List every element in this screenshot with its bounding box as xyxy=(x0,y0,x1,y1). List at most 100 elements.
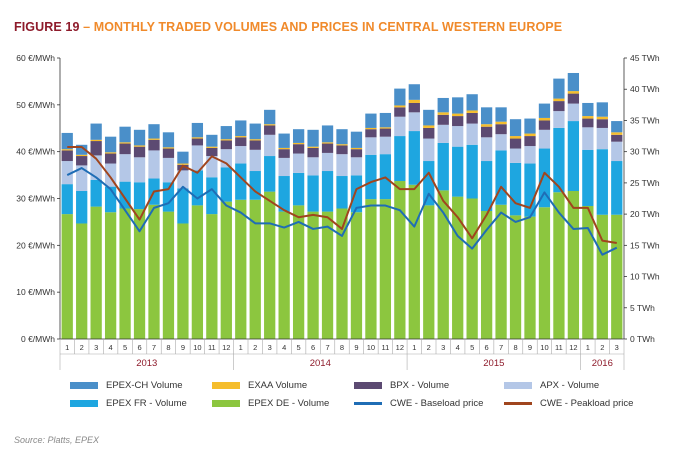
left-tick-label-5: 50 €/MWh xyxy=(16,100,55,110)
legend-item-apx-volume: APX - Volume xyxy=(504,380,599,391)
bar-epex-fr-volume-3 xyxy=(104,186,117,213)
bar-epex-de-volume-26 xyxy=(437,190,449,339)
bar-epex-ch-volume-20 xyxy=(350,131,363,148)
bar-bpx-volume-34 xyxy=(553,101,565,112)
month-label-34: 11 xyxy=(555,343,563,352)
bar-bpx-volume-26 xyxy=(437,114,449,125)
bar-bpx-volume-11 xyxy=(220,140,232,150)
year-label-2014: 2014 xyxy=(310,358,331,369)
bar-epex-de-volume-33 xyxy=(538,207,551,339)
bar-epex-de-volume-1 xyxy=(76,223,88,339)
bar-epex-ch-volume-13 xyxy=(249,123,261,140)
right-tick-label-9: 45 TWh xyxy=(630,53,660,63)
bar-epex-fr-volume-27 xyxy=(452,146,464,197)
bar-apx-volume-30 xyxy=(495,134,507,151)
bar-epex-fr-volume-31 xyxy=(509,162,522,216)
bar-epex-ch-volume-7 xyxy=(162,132,175,148)
bar-apx-volume-14 xyxy=(264,134,276,157)
bar-epex-ch-volume-22 xyxy=(379,112,392,128)
bar-epex-fr-volume-18 xyxy=(321,171,334,212)
bar-epex-fr-volume-19 xyxy=(336,176,348,209)
bar-bpx-volume-12 xyxy=(235,137,247,147)
bar-epex-de-volume-9 xyxy=(191,205,204,339)
right-tick-label-5: 25 TWh xyxy=(630,178,660,188)
bar-epex-ch-volume-35 xyxy=(567,72,580,92)
bar-epex-ch-volume-29 xyxy=(480,107,493,125)
bar-epex-fr-volume-10 xyxy=(206,177,218,215)
bar-exaa-volume-12 xyxy=(235,136,247,138)
bar-apx-volume-10 xyxy=(206,156,218,178)
bar-bpx-volume-10 xyxy=(206,147,218,157)
legend-label: CWE - Baseload price xyxy=(390,398,484,409)
month-label-11: 12 xyxy=(222,343,230,352)
bar-apx-volume-32 xyxy=(524,146,536,164)
bar-epex-de-volume-20 xyxy=(350,212,363,339)
month-label-18: 7 xyxy=(325,343,329,352)
bar-bpx-volume-7 xyxy=(162,148,175,158)
bar-apx-volume-16 xyxy=(292,153,305,173)
right-tick-label-1: 5 TWh xyxy=(630,303,655,313)
bar-exaa-volume-3 xyxy=(104,152,117,154)
bar-apx-volume-36 xyxy=(582,127,594,150)
bar-epex-fr-volume-20 xyxy=(350,175,363,213)
bar-exaa-volume-10 xyxy=(206,146,218,148)
bar-epex-fr-volume-5 xyxy=(133,182,146,210)
bar-bpx-volume-6 xyxy=(148,139,160,151)
bar-exaa-volume-36 xyxy=(582,116,594,119)
bar-bpx-volume-2 xyxy=(90,141,102,156)
bar-bpx-volume-9 xyxy=(191,138,204,146)
bar-apx-volume-22 xyxy=(379,136,392,155)
bar-exaa-volume-7 xyxy=(162,147,175,149)
bar-epex-fr-volume-25 xyxy=(423,161,435,206)
month-label-9: 10 xyxy=(193,343,201,352)
bar-epex-fr-volume-2 xyxy=(90,179,102,207)
chart-title: FIGURE 19 – MONTHLY TRADED VOLUMES AND P… xyxy=(14,20,562,34)
legend-label: APX - Volume xyxy=(540,380,600,391)
bar-epex-ch-volume-24 xyxy=(408,84,420,100)
bar-epex-de-volume-13 xyxy=(249,199,261,339)
legend-item-cwe-baseload-price: CWE - Baseload price xyxy=(354,398,483,409)
bar-epex-de-volume-17 xyxy=(307,211,319,339)
bar-exaa-volume-9 xyxy=(191,137,204,139)
bar-exaa-volume-18 xyxy=(321,142,334,144)
month-label-28: 5 xyxy=(470,343,474,352)
year-label-2013: 2013 xyxy=(136,358,157,369)
bar-epex-fr-volume-29 xyxy=(480,161,493,211)
bar-apx-volume-24 xyxy=(408,112,420,132)
bar-epex-fr-volume-38 xyxy=(611,161,623,215)
bar-epex-de-volume-11 xyxy=(220,201,232,339)
left-tick-label-4: 40 €/MWh xyxy=(16,147,55,157)
month-label-30: 7 xyxy=(499,343,503,352)
bar-apx-volume-28 xyxy=(466,123,478,145)
bar-bpx-volume-5 xyxy=(133,146,146,158)
year-label-2015: 2015 xyxy=(483,358,504,369)
bar-epex-de-volume-14 xyxy=(264,191,276,339)
month-label-23: 12 xyxy=(396,343,404,352)
bar-epex-ch-volume-11 xyxy=(220,126,232,140)
month-label-3: 4 xyxy=(109,343,113,352)
bar-exaa-volume-25 xyxy=(423,125,435,128)
bar-epex-ch-volume-3 xyxy=(104,136,117,153)
month-label-20: 9 xyxy=(354,343,358,352)
bar-epex-de-volume-5 xyxy=(133,209,146,339)
bar-epex-fr-volume-0 xyxy=(61,184,73,215)
bar-epex-de-volume-36 xyxy=(582,205,594,339)
bar-apx-volume-38 xyxy=(611,141,623,162)
bar-epex-de-volume-8 xyxy=(177,223,189,339)
bar-epex-de-volume-18 xyxy=(321,211,334,339)
bar-epex-ch-volume-21 xyxy=(365,113,377,128)
bar-bpx-volume-35 xyxy=(567,93,580,104)
legend-label: BPX - Volume xyxy=(390,380,450,391)
bar-exaa-volume-37 xyxy=(596,116,608,120)
bar-epex-de-volume-38 xyxy=(611,214,623,339)
bar-exaa-volume-31 xyxy=(509,136,522,139)
month-label-14: 3 xyxy=(268,343,272,352)
bar-epex-fr-volume-21 xyxy=(365,154,377,200)
bar-exaa-volume-8 xyxy=(177,163,189,165)
bar-exaa-volume-5 xyxy=(133,145,146,147)
bar-epex-de-volume-37 xyxy=(596,214,608,339)
month-label-27: 4 xyxy=(456,343,460,352)
bar-bpx-volume-14 xyxy=(264,125,276,135)
month-label-2: 3 xyxy=(94,343,98,352)
right-tick-label-8: 40 TWh xyxy=(630,84,660,94)
